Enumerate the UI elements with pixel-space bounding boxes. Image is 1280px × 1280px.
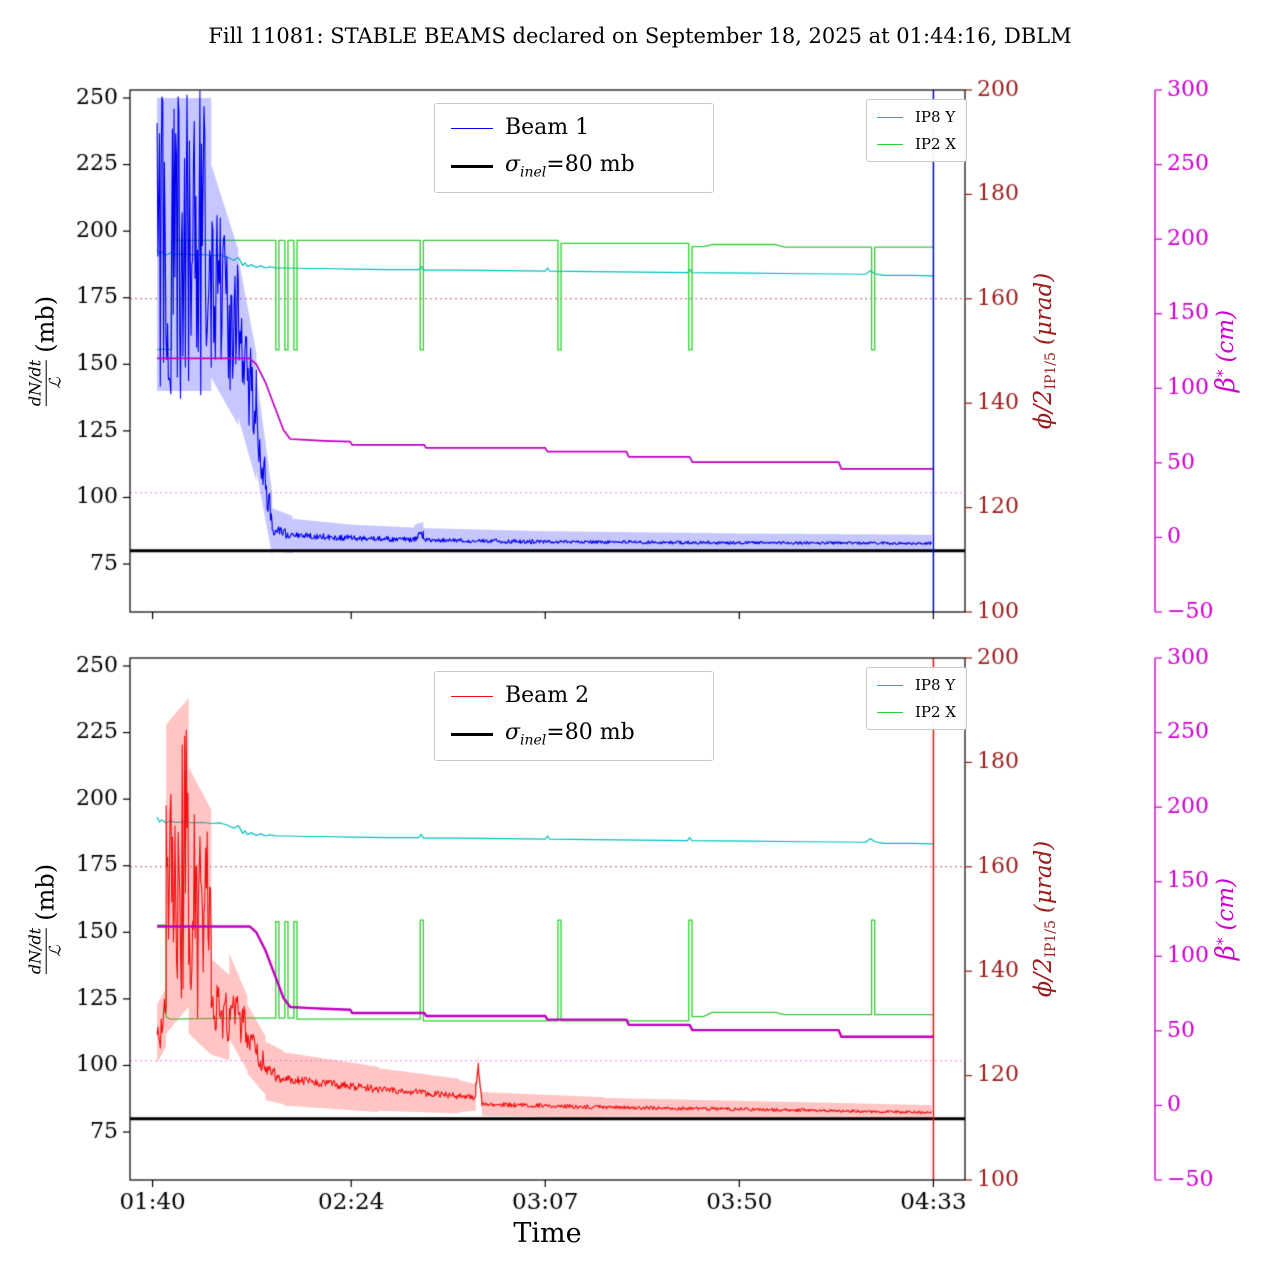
beam1-line-swatch xyxy=(451,127,493,129)
phi-axis-label-top: ϕ/2IP1/5 (μrad) xyxy=(1028,272,1060,430)
figure-title: Fill 11081: STABLE BEAMS declared on Sep… xyxy=(208,24,1072,48)
sigma-line-swatch xyxy=(451,165,493,169)
left-axis-label-bottom: dN/dt ℒ (mb) xyxy=(25,863,65,975)
ip8y-line-swatch xyxy=(877,116,903,118)
x-axis-label: Time xyxy=(513,1218,582,1249)
legend-entry-ip2x: IP2 X xyxy=(877,703,956,721)
legend-ip-top: IP8 Y IP2 X xyxy=(866,99,968,162)
dndt-over-lumi-fraction: dN/dt ℒ xyxy=(25,927,65,975)
legend-label-sigma: σinel=80 mb xyxy=(505,152,635,181)
legend-label-beam2: Beam 2 xyxy=(505,683,590,708)
beta-star-axis-label-top: β* (cm) xyxy=(1211,309,1241,393)
legend-beam2: Beam 2 σinel=80 mb xyxy=(434,671,714,762)
legend-ip-bottom: IP8 Y IP2 X xyxy=(866,667,968,730)
legend-entry-beam1: Beam 1 xyxy=(451,117,697,139)
ip8y-line-swatch xyxy=(877,684,903,686)
legend-label-ip2x: IP2 X xyxy=(915,135,957,153)
dndt-over-lumi-fraction: dN/dt ℒ xyxy=(25,359,65,407)
legend-label-beam1: Beam 1 xyxy=(505,115,590,140)
left-axis-label-top: dN/dt ℒ (mb) xyxy=(25,295,65,407)
legend-label-ip8y: IP8 Y xyxy=(915,108,956,126)
ip2x-line-swatch xyxy=(877,143,903,145)
beta-star-axis-label-bottom: β* (cm) xyxy=(1211,877,1241,961)
sigma-line-swatch xyxy=(451,733,493,737)
legend-beam1: Beam 1 σinel=80 mb xyxy=(434,103,714,194)
legend-label-ip2x: IP2 X xyxy=(915,703,957,721)
legend-entry-sigma: σinel=80 mb xyxy=(451,154,697,179)
ip2x-line-swatch xyxy=(877,711,903,713)
legend-entry-sigma: σinel=80 mb xyxy=(451,722,697,747)
legend-label-sigma: σinel=80 mb xyxy=(505,720,635,749)
legend-entry-beam2: Beam 2 xyxy=(451,685,697,707)
beam2-line-swatch xyxy=(451,695,493,697)
legend-entry-ip8y: IP8 Y xyxy=(877,108,956,126)
legend-entry-ip2x: IP2 X xyxy=(877,135,956,153)
legend-label-ip8y: IP8 Y xyxy=(915,676,956,694)
legend-entry-ip8y: IP8 Y xyxy=(877,676,956,694)
phi-axis-label-bottom: ϕ/2IP1/5 (μrad) xyxy=(1028,840,1060,998)
